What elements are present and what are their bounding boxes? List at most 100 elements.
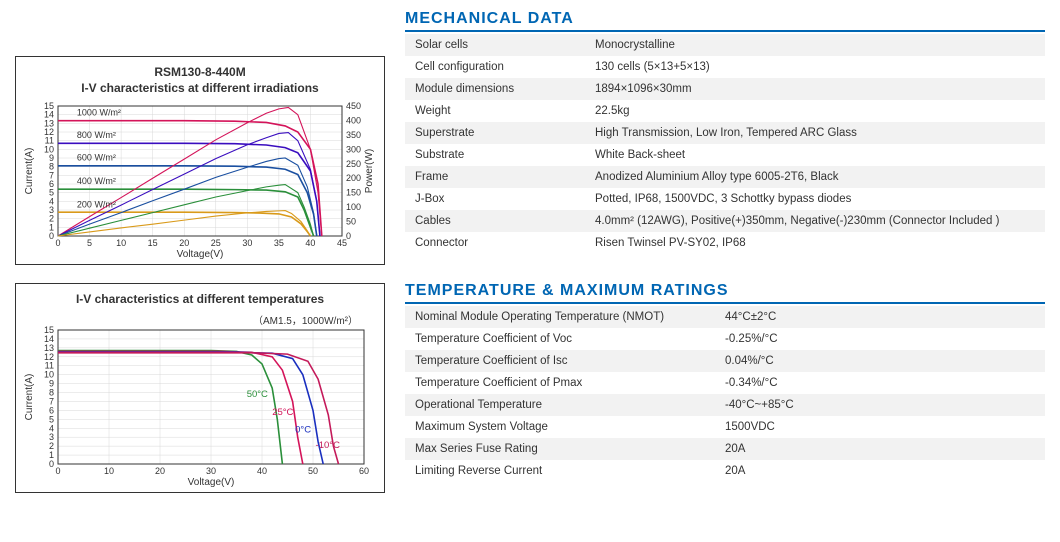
table-row: Solar cellsMonocrystalline xyxy=(405,34,1045,56)
table-cell: Module dimensions xyxy=(405,78,585,100)
table-row: Module dimensions1894×1096×30mm xyxy=(405,78,1045,100)
svg-text:9: 9 xyxy=(49,153,54,163)
table-cell: Risen Twinsel PV-SY02, IP68 xyxy=(585,232,1045,254)
svg-text:50°C: 50°C xyxy=(247,389,268,400)
svg-text:0: 0 xyxy=(49,459,54,469)
svg-text:300: 300 xyxy=(346,145,361,155)
svg-text:40: 40 xyxy=(257,466,267,476)
svg-text:11: 11 xyxy=(45,361,54,371)
table-cell: 0.04%/°C xyxy=(715,350,1045,372)
svg-text:400 W/m²: 400 W/m² xyxy=(77,176,116,186)
table-cell: 20A xyxy=(715,460,1045,482)
table-cell: High Transmission, Low Iron, Tempered AR… xyxy=(585,122,1045,144)
svg-text:4: 4 xyxy=(49,423,54,433)
svg-text:15: 15 xyxy=(44,325,54,335)
svg-text:14: 14 xyxy=(44,334,54,344)
table-cell: White Back-sheet xyxy=(585,144,1045,166)
svg-text:250: 250 xyxy=(346,159,361,169)
svg-text:10: 10 xyxy=(44,369,54,379)
svg-text:11: 11 xyxy=(45,136,54,146)
table-row: Weight22.5kg xyxy=(405,100,1045,122)
svg-text:3: 3 xyxy=(49,205,54,215)
svg-text:25°C: 25°C xyxy=(272,407,293,418)
table-cell: 130 cells (5×13+5×13) xyxy=(585,56,1045,78)
svg-text:7: 7 xyxy=(49,171,54,181)
chart2-svg: （AM1.5，1000W/m²）010203040506001234567891… xyxy=(22,312,378,488)
table-cell: 20A xyxy=(715,438,1045,460)
table-cell: Temperature Coefficient of Voc xyxy=(405,328,715,350)
table-row: FrameAnodized Aluminium Alloy type 6005-… xyxy=(405,166,1045,188)
svg-text:150: 150 xyxy=(346,188,361,198)
svg-text:（AM1.5，1000W/m²）: （AM1.5，1000W/m²） xyxy=(253,315,358,327)
svg-text:13: 13 xyxy=(44,119,54,129)
table-row: ConnectorRisen Twinsel PV-SY02, IP68 xyxy=(405,232,1045,254)
svg-text:6: 6 xyxy=(49,179,54,189)
svg-text:1000 W/m²: 1000 W/m² xyxy=(77,108,121,118)
table-cell: Operational Temperature xyxy=(405,394,715,416)
table-cell: Anodized Aluminium Alloy type 6005-2T6, … xyxy=(585,166,1045,188)
mechanical-data-table: Solar cellsMonocrystallineCell configura… xyxy=(405,34,1045,254)
svg-text:9: 9 xyxy=(49,378,54,388)
chart2-title: I-V characteristics at different tempera… xyxy=(22,292,378,308)
svg-text:8: 8 xyxy=(49,162,54,172)
table-row: SubstrateWhite Back-sheet xyxy=(405,144,1045,166)
table-cell: Frame xyxy=(405,166,585,188)
table-cell: Maximum System Voltage xyxy=(405,416,715,438)
table-cell: Solar cells xyxy=(405,34,585,56)
svg-text:50: 50 xyxy=(308,466,318,476)
svg-text:200 W/m²: 200 W/m² xyxy=(77,200,116,210)
table-cell: Connector xyxy=(405,232,585,254)
table-cell: -0.25%/°C xyxy=(715,328,1045,350)
table-row: Temperature Coefficient of Voc-0.25%/°C xyxy=(405,328,1045,350)
iv-irradiation-chart: RSM130-8-440M I-V characteristics at dif… xyxy=(15,56,385,265)
svg-text:5: 5 xyxy=(87,238,92,248)
svg-text:600 W/m²: 600 W/m² xyxy=(77,153,116,163)
svg-text:350: 350 xyxy=(346,130,361,140)
table-cell: Temperature Coefficient of Isc xyxy=(405,350,715,372)
chart1-title: RSM130-8-440M I-V characteristics at dif… xyxy=(22,65,378,96)
svg-text:12: 12 xyxy=(44,127,54,137)
mechanical-data-title: MECHANICAL DATA xyxy=(405,10,1045,32)
svg-text:5: 5 xyxy=(49,188,54,198)
svg-text:0: 0 xyxy=(55,466,60,476)
svg-text:200: 200 xyxy=(346,173,361,183)
svg-text:Power(W): Power(W) xyxy=(364,149,375,193)
svg-text:20: 20 xyxy=(179,238,189,248)
svg-text:1: 1 xyxy=(49,223,54,233)
table-cell: Superstrate xyxy=(405,122,585,144)
svg-text:Voltage(V): Voltage(V) xyxy=(188,477,235,488)
table-cell: 1500VDC xyxy=(715,416,1045,438)
svg-text:Current(A): Current(A) xyxy=(24,148,35,195)
svg-text:12: 12 xyxy=(44,352,54,362)
table-cell: Cables xyxy=(405,210,585,232)
chart1-model: RSM130-8-440M xyxy=(22,65,378,81)
svg-text:100: 100 xyxy=(346,202,361,212)
svg-text:10: 10 xyxy=(104,466,114,476)
table-cell: Weight xyxy=(405,100,585,122)
table-row: Temperature Coefficient of Pmax-0.34%/°C xyxy=(405,372,1045,394)
svg-text:-10°C: -10°C xyxy=(316,440,341,451)
table-cell: J-Box xyxy=(405,188,585,210)
svg-text:25: 25 xyxy=(211,238,221,248)
svg-text:10: 10 xyxy=(116,238,126,248)
table-cell: Max Series Fuse Rating xyxy=(405,438,715,460)
svg-text:50: 50 xyxy=(346,217,356,227)
svg-text:1: 1 xyxy=(49,450,54,460)
svg-text:5: 5 xyxy=(49,414,54,424)
table-cell: -0.34%/°C xyxy=(715,372,1045,394)
svg-text:0: 0 xyxy=(55,238,60,248)
table-cell: Temperature Coefficient of Pmax xyxy=(405,372,715,394)
svg-text:Current(A): Current(A) xyxy=(24,373,35,420)
table-cell: Monocrystalline xyxy=(585,34,1045,56)
table-cell: 4.0mm² (12AWG), Positive(+)350mm, Negati… xyxy=(585,210,1045,232)
svg-text:4: 4 xyxy=(49,197,54,207)
iv-temperature-chart: I-V characteristics at different tempera… xyxy=(15,283,385,493)
svg-text:0°C: 0°C xyxy=(295,425,311,436)
table-cell: 1894×1096×30mm xyxy=(585,78,1045,100)
svg-text:0: 0 xyxy=(346,231,351,241)
table-cell: 44°C±2°C xyxy=(715,306,1045,328)
chart2-subtitle: I-V characteristics at different tempera… xyxy=(76,292,324,306)
svg-text:800 W/m²: 800 W/m² xyxy=(77,130,116,140)
table-row: Temperature Coefficient of Isc0.04%/°C xyxy=(405,350,1045,372)
temperature-ratings-title: TEMPERATURE & MAXIMUM RATINGS xyxy=(405,282,1045,304)
